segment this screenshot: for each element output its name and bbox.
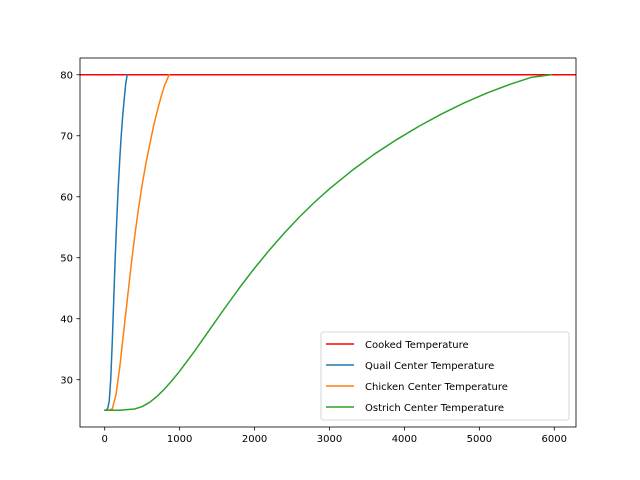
legend: Cooked Temperature Quail Center Temperatu…: [320, 331, 570, 421]
x-axis: 0 1000 2000 3000 4000 5000 6000: [102, 427, 567, 445]
series-line-chicken-center-temperature: [103, 73, 171, 411]
series-line-ostrich-center-temperature: [103, 73, 553, 411]
y-tick-label: 40: [60, 314, 73, 325]
y-tick-label: 30: [60, 375, 73, 386]
y-axis: 30 40 50 60 70 80: [60, 70, 80, 386]
x-tick-label: 5000: [467, 434, 492, 445]
series-line-quail-center-temperature: [103, 73, 129, 411]
legend-label-cooked-temperature: Cooked Temperature: [365, 340, 469, 351]
lines-layer: [80, 73, 576, 411]
x-tick-label: 0: [102, 434, 108, 445]
y-tick-label: 70: [60, 131, 73, 142]
y-tick-label: 60: [60, 192, 73, 203]
x-tick-label: 2000: [242, 434, 267, 445]
y-tick-label: 50: [60, 253, 73, 264]
x-tick-label: 3000: [317, 434, 342, 445]
x-tick-label: 4000: [392, 434, 417, 445]
legend-label-ostrich-center-temperature: Ostrich Center Temperature: [365, 403, 504, 414]
x-tick-label: 1000: [167, 434, 192, 445]
y-tick-label: 80: [60, 70, 73, 81]
x-tick-label: 6000: [542, 434, 567, 445]
legend-label-quail-center-temperature: Quail Center Temperature: [365, 361, 494, 372]
plot-frame: [79, 57, 577, 428]
legend-label-chicken-center-temperature: Chicken Center Temperature: [365, 382, 508, 393]
legend-box: [320, 331, 570, 421]
